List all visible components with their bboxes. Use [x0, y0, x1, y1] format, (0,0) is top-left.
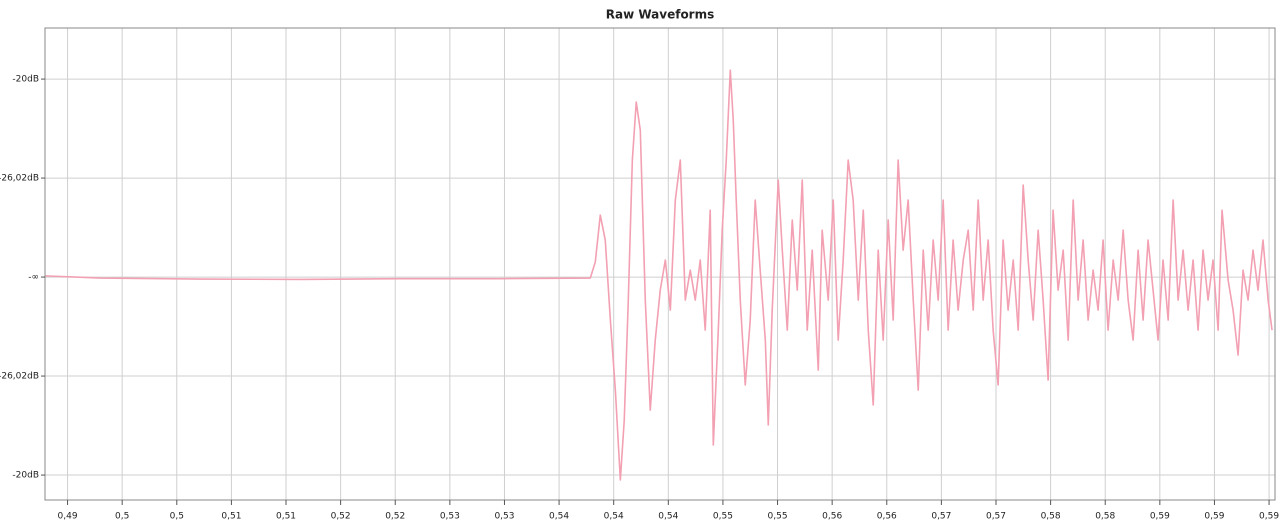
x-tick-label: 0,54 [549, 512, 569, 522]
x-tick-label: 0,58 [1095, 512, 1115, 522]
plot [45, 69, 1273, 481]
x-tick-label: 0,52 [331, 512, 351, 522]
x-tick-label: 0,51 [221, 512, 241, 522]
y-tick-label: -∞ [28, 273, 39, 283]
plot-frame [44, 27, 1276, 501]
x-tick-label: 0,55 [713, 512, 733, 522]
x-tick-label: 0,57 [986, 512, 1006, 522]
x-tick-label: 0,59 [1259, 512, 1279, 522]
x-tick-label: 0,54 [604, 512, 624, 522]
y-tick-label: -26,02dB [0, 174, 39, 184]
x-tick-label: 0,58 [1041, 512, 1061, 522]
y-tick-label: -20dB [12, 471, 39, 481]
x-tick-label: 0,54 [658, 512, 678, 522]
x-tick-label: 0,5 [170, 512, 184, 522]
x-tick-label: 0,49 [58, 512, 78, 522]
x-tick-label: 0,57 [931, 512, 951, 522]
x-tick-label: 0,53 [494, 512, 514, 522]
x-tick-label: 0,51 [276, 512, 296, 522]
waveform-line [45, 69, 1273, 481]
y-tick-label: -20dB [12, 75, 39, 85]
x-tick-label: 0,5 [115, 512, 129, 522]
x-tick-label: 0,56 [822, 512, 842, 522]
x-tick-label: 0,56 [877, 512, 897, 522]
grid [45, 28, 1275, 500]
x-tick-label: 0,53 [440, 512, 460, 522]
x-tick-label: 0,55 [768, 512, 788, 522]
x-tick-label: 0,59 [1204, 512, 1224, 522]
x-tick-label: 0,59 [1150, 512, 1170, 522]
y-tick-label: -26,02dB [0, 372, 39, 382]
chart-title: Raw Waveforms [606, 8, 715, 22]
x-tick-label: 0,52 [385, 512, 405, 522]
